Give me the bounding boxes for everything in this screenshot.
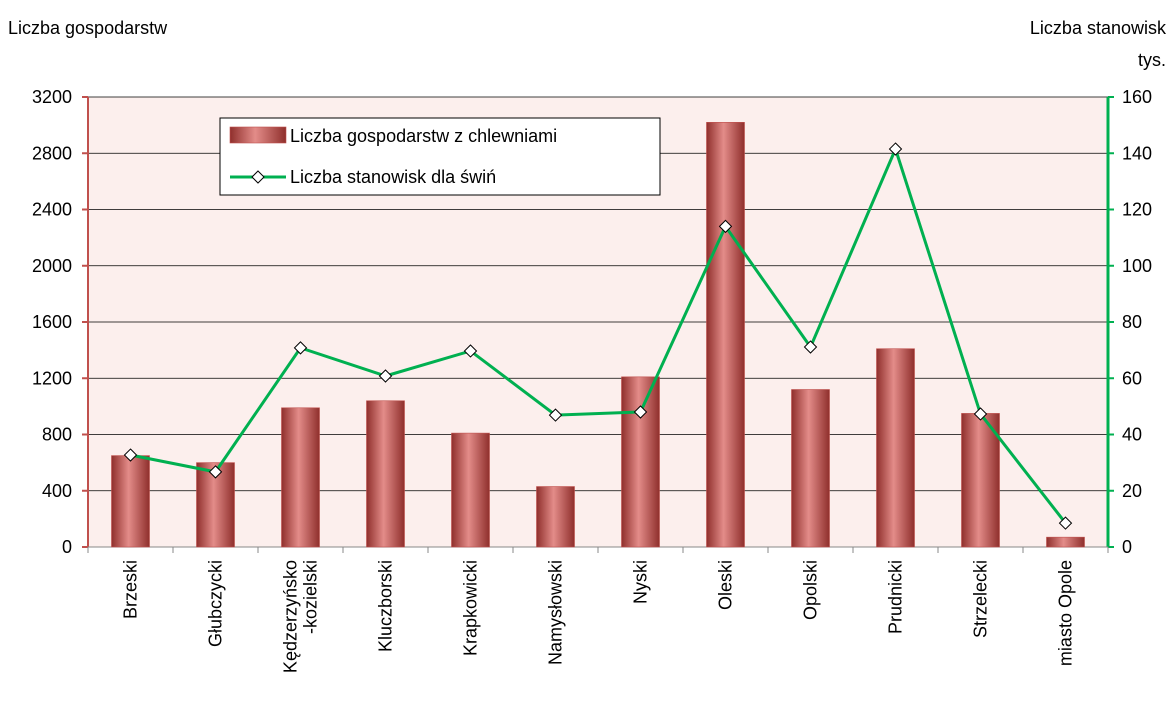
y2-tick-label: 60: [1122, 368, 1142, 388]
y2-tick-label: 160: [1122, 87, 1152, 107]
y2-tick-label: 120: [1122, 200, 1152, 220]
bar: [621, 376, 660, 548]
x-tick-label: Nyski: [631, 560, 651, 604]
line: [130, 144, 1067, 525]
bar: [1046, 536, 1085, 548]
y-axis-title: Liczba gospodarstw: [8, 18, 168, 38]
line-marker: [293, 341, 308, 355]
line-marker: [633, 405, 648, 419]
line-marker: [463, 344, 478, 358]
x-tick-label: Oleski: [716, 560, 736, 610]
x-tick-label: Brzeski: [121, 560, 141, 619]
line-marker: [123, 448, 138, 462]
line-marker: [208, 465, 223, 479]
x-tick-label: Namysłowski: [546, 560, 566, 665]
y2-tick-label: 40: [1122, 425, 1142, 445]
line-marker: [888, 142, 903, 156]
legend-swatch: [229, 126, 287, 144]
y-tick-label: 0: [62, 537, 72, 557]
y2-axis-title: Liczba stanowisk: [1030, 18, 1167, 38]
bar: [536, 486, 575, 548]
x-tick-label: Opolski: [801, 560, 821, 620]
x-tick-label: miasto Opole: [1056, 560, 1076, 666]
bar: [281, 407, 320, 548]
line-marker: [973, 407, 988, 421]
line-marker: [378, 369, 393, 383]
bar: [706, 122, 745, 548]
bar: [111, 455, 150, 548]
x-tick-label: Strzelecki: [971, 560, 991, 638]
y2-axis-unit: tys.: [1138, 50, 1166, 70]
bar: [961, 413, 1000, 548]
x-tick-label: Kluczborski: [376, 560, 396, 652]
y2-tick-label: 80: [1122, 312, 1142, 332]
x-tick-label: Kędzerzyńsko-kozielski: [281, 560, 321, 673]
y2-tick-label: 0: [1122, 537, 1132, 557]
y-tick-label: 800: [42, 425, 72, 445]
y-tick-label: 1200: [32, 368, 72, 388]
y-tick-label: 2000: [32, 256, 72, 276]
y-tick-label: 2800: [32, 143, 72, 163]
y-tick-label: 1600: [32, 312, 72, 332]
bar: [791, 389, 830, 548]
y2-tick-label: 100: [1122, 256, 1152, 276]
line-marker: [1058, 516, 1073, 530]
y2-tick-label: 20: [1122, 481, 1142, 501]
line-marker: [803, 340, 818, 354]
y-tick-label: 2400: [32, 200, 72, 220]
y-tick-label: 400: [42, 481, 72, 501]
legend-swatch: [251, 170, 265, 184]
x-tick-label: Krapkowicki: [461, 560, 481, 656]
y-tick-label: 3200: [32, 87, 72, 107]
legend-box: [219, 117, 661, 196]
bar: [451, 432, 490, 548]
legend-label: Liczba stanowisk dla świń: [290, 167, 496, 187]
x-tick-label: Głubczycki: [206, 560, 226, 647]
x-tick-label: Prudnicki: [886, 560, 906, 634]
line-marker: [548, 408, 563, 422]
legend-label: Liczba gospodarstw z chlewniami: [290, 126, 557, 146]
bar: [876, 348, 915, 548]
bar: [366, 400, 405, 548]
y2-tick-label: 140: [1122, 143, 1152, 163]
line-marker: [718, 219, 733, 234]
